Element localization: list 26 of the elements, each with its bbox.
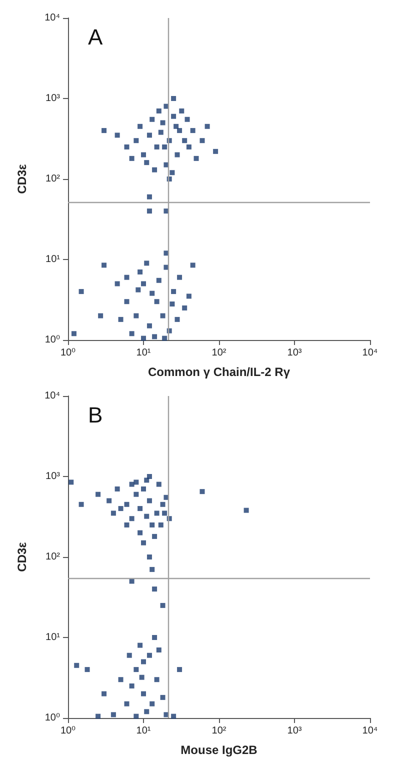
- y-tick-label: 10³: [46, 93, 61, 104]
- x-tick-label: 10¹: [136, 726, 152, 736]
- x-tick-label: 10⁰: [60, 726, 76, 736]
- x-tick-label: 10²: [212, 348, 227, 358]
- y-tick-label: 10⁰: [44, 712, 60, 724]
- annotation: A: [88, 24, 103, 50]
- y-tick-label: 10²: [46, 552, 61, 562]
- x-tick-label: 10¹: [136, 348, 152, 358]
- x-tick-label: 10³: [287, 348, 302, 358]
- x-tick-label: 10⁴: [362, 726, 378, 736]
- annotation: B: [88, 402, 103, 428]
- y-tick-label: 10¹: [46, 632, 61, 643]
- x-tick-label: 10⁰: [60, 348, 76, 358]
- y-axis-title: CD3ε: [15, 542, 29, 572]
- y-tick-label: 10⁴: [44, 12, 60, 24]
- x-axis-title: Mouse IgG2B: [180, 743, 258, 757]
- y-tick-label: 10³: [46, 471, 61, 482]
- x-tick-label: 10²: [212, 726, 227, 736]
- y-tick-label: 10²: [46, 174, 61, 184]
- x-tick-label: 10³: [287, 726, 302, 736]
- x-axis-title: Common γ Chain/IL-2 Rγ: [148, 365, 290, 379]
- x-tick-label: 10⁴: [362, 348, 378, 358]
- y-tick-label: 10¹: [46, 254, 61, 265]
- y-tick-label: 10⁰: [44, 334, 60, 346]
- y-tick-label: 10⁴: [44, 390, 60, 402]
- y-axis-title: CD3ε: [15, 164, 29, 194]
